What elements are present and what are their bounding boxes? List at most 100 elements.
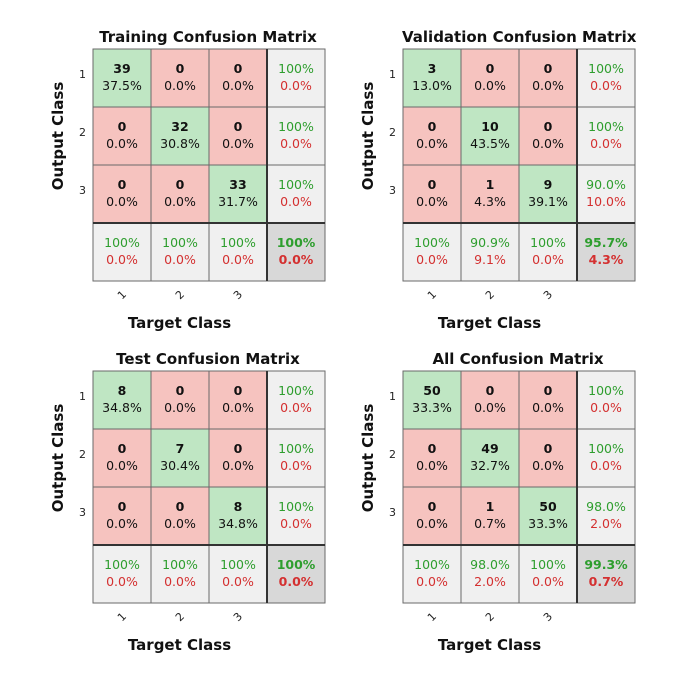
- error-cell: 0 0.0%: [519, 440, 577, 474]
- error-cell: 0 0.0%: [209, 118, 267, 152]
- summary-cell-bg: [460, 544, 520, 604]
- col-summary-cell: 100% 0.0%: [519, 234, 577, 268]
- confusion-panel: Training Confusion Matrix Output Class Tar…: [0, 28, 340, 358]
- correct-cell-bg: [402, 48, 462, 108]
- col-summary-cell: 100% 0.0%: [403, 234, 461, 268]
- row-summary-cell: 100% 0.0%: [267, 382, 325, 416]
- summary-cell-bg: [266, 164, 326, 224]
- col-summary-cell-line2: 0.0%: [222, 574, 254, 589]
- total-accuracy-cell-line1: 95.7%: [584, 235, 628, 250]
- error-cell: 0 0.0%: [519, 60, 577, 94]
- col-summary-cell: 98.0% 2.0%: [461, 556, 519, 590]
- total-cell-bg: [576, 544, 636, 604]
- col-summary-cell-line2: 0.0%: [532, 252, 564, 267]
- error-cell: 0 0.0%: [209, 382, 267, 416]
- error-cell: 0 0.0%: [93, 440, 151, 474]
- summary-cell-bg: [576, 164, 636, 224]
- error-cell-bg: [460, 48, 520, 108]
- y-axis-label: Output Class: [49, 81, 67, 191]
- error-cell-bg: [460, 164, 520, 224]
- error-cell-line1: 0: [233, 119, 243, 134]
- correct-cell-line2: 39.1%: [528, 194, 568, 209]
- row-summary-cell-line2: 0.0%: [590, 400, 622, 415]
- error-cell-line2: 0.0%: [222, 136, 254, 151]
- col-summary-cell: 100% 0.0%: [151, 234, 209, 268]
- error-cell-line2: 0.0%: [474, 400, 506, 415]
- row-summary-cell-line2: 0.0%: [280, 458, 312, 473]
- row-summary-cell: 100% 0.0%: [267, 118, 325, 152]
- correct-cell: 8 34.8%: [209, 498, 267, 532]
- total-accuracy-cell: 100% 0.0%: [267, 234, 325, 268]
- correct-cell: 49 32.7%: [461, 440, 519, 474]
- error-cell: 0 0.0%: [151, 60, 209, 94]
- correct-cell: 3 13.0%: [403, 60, 461, 94]
- row-summary-cell-line2: 0.0%: [590, 78, 622, 93]
- correct-cell-line2: 30.8%: [160, 136, 200, 151]
- row-summary-cell-line2: 0.0%: [280, 516, 312, 531]
- error-cell-line2: 4.3%: [474, 194, 506, 209]
- col-summary-cell-line1: 100%: [104, 557, 140, 572]
- error-cell-line1: 0: [485, 61, 495, 76]
- row-tick-label: 1: [79, 390, 86, 403]
- error-cell-line2: 0.0%: [416, 194, 448, 209]
- correct-cell-bg: [402, 370, 462, 430]
- error-cell-line1: 0: [427, 441, 437, 456]
- error-cell-line2: 0.0%: [416, 458, 448, 473]
- row-summary-cell-line1: 98.0%: [586, 499, 626, 514]
- error-cell-line2: 0.0%: [106, 194, 138, 209]
- col-summary-cell-line1: 100%: [530, 557, 566, 572]
- col-summary-cell-line2: 2.0%: [474, 574, 506, 589]
- summary-cell-bg: [92, 222, 152, 282]
- error-cell-line1: 0: [485, 383, 495, 398]
- error-cell-line1: 0: [427, 119, 437, 134]
- error-cell-line2: 0.0%: [532, 136, 564, 151]
- col-summary-cell: 90.9% 9.1%: [461, 234, 519, 268]
- error-cell-line1: 0: [117, 499, 127, 514]
- error-cell-bg: [150, 486, 210, 546]
- correct-cell-line1: 7: [175, 441, 185, 456]
- error-cell: 1 4.3%: [461, 176, 519, 210]
- error-cell-bg: [92, 106, 152, 166]
- error-cell-line2: 0.0%: [164, 516, 196, 531]
- col-summary-cell: 100% 0.0%: [93, 556, 151, 590]
- correct-cell-line1: 50: [423, 383, 441, 398]
- correct-cell-line2: 13.0%: [412, 78, 452, 93]
- correct-cell-line2: 31.7%: [218, 194, 258, 209]
- row-summary-cell: 100% 0.0%: [577, 118, 635, 152]
- row-summary-cell-line2: 0.0%: [280, 78, 312, 93]
- col-summary-cell-line1: 100%: [220, 557, 256, 572]
- col-summary-cell-line1: 100%: [162, 557, 198, 572]
- total-accuracy-cell: 95.7% 4.3%: [577, 234, 635, 268]
- correct-cell: 33 31.7%: [209, 176, 267, 210]
- error-cell: 0 0.0%: [151, 176, 209, 210]
- correct-cell: 8 34.8%: [93, 382, 151, 416]
- error-cell: 0 0.0%: [151, 382, 209, 416]
- row-tick-label: 2: [389, 126, 396, 139]
- col-summary-cell-line2: 0.0%: [222, 252, 254, 267]
- correct-cell: 50 33.3%: [403, 382, 461, 416]
- error-cell-line1: 0: [543, 441, 553, 456]
- correct-cell-bg: [518, 486, 578, 546]
- col-summary-cell-line2: 0.0%: [416, 252, 448, 267]
- correct-cell-line2: 34.8%: [102, 400, 142, 415]
- correct-cell-line1: 50: [539, 499, 557, 514]
- error-cell-line1: 0: [117, 177, 127, 192]
- error-cell-line1: 1: [485, 499, 495, 514]
- error-cell-line2: 0.0%: [474, 78, 506, 93]
- correct-cell: 32 30.8%: [151, 118, 209, 152]
- row-summary-cell: 100% 0.0%: [267, 440, 325, 474]
- correct-cell-line2: 33.3%: [412, 400, 452, 415]
- error-cell-line1: 0: [175, 499, 185, 514]
- y-axis-label: Output Class: [359, 81, 377, 191]
- row-summary-cell-line1: 100%: [278, 61, 314, 76]
- row-summary-cell-line2: 10.0%: [586, 194, 626, 209]
- error-cell: 0 0.0%: [403, 498, 461, 532]
- row-summary-cell-line1: 90.0%: [586, 177, 626, 192]
- matrix-grid: [92, 48, 326, 312]
- y-axis-label: Output Class: [49, 403, 67, 513]
- error-cell-line1: 0: [427, 499, 437, 514]
- error-cell-line2: 0.0%: [106, 516, 138, 531]
- col-summary-cell-line1: 100%: [414, 235, 450, 250]
- correct-cell-line1: 33: [229, 177, 247, 192]
- col-summary-cell-line1: 90.9%: [470, 235, 510, 250]
